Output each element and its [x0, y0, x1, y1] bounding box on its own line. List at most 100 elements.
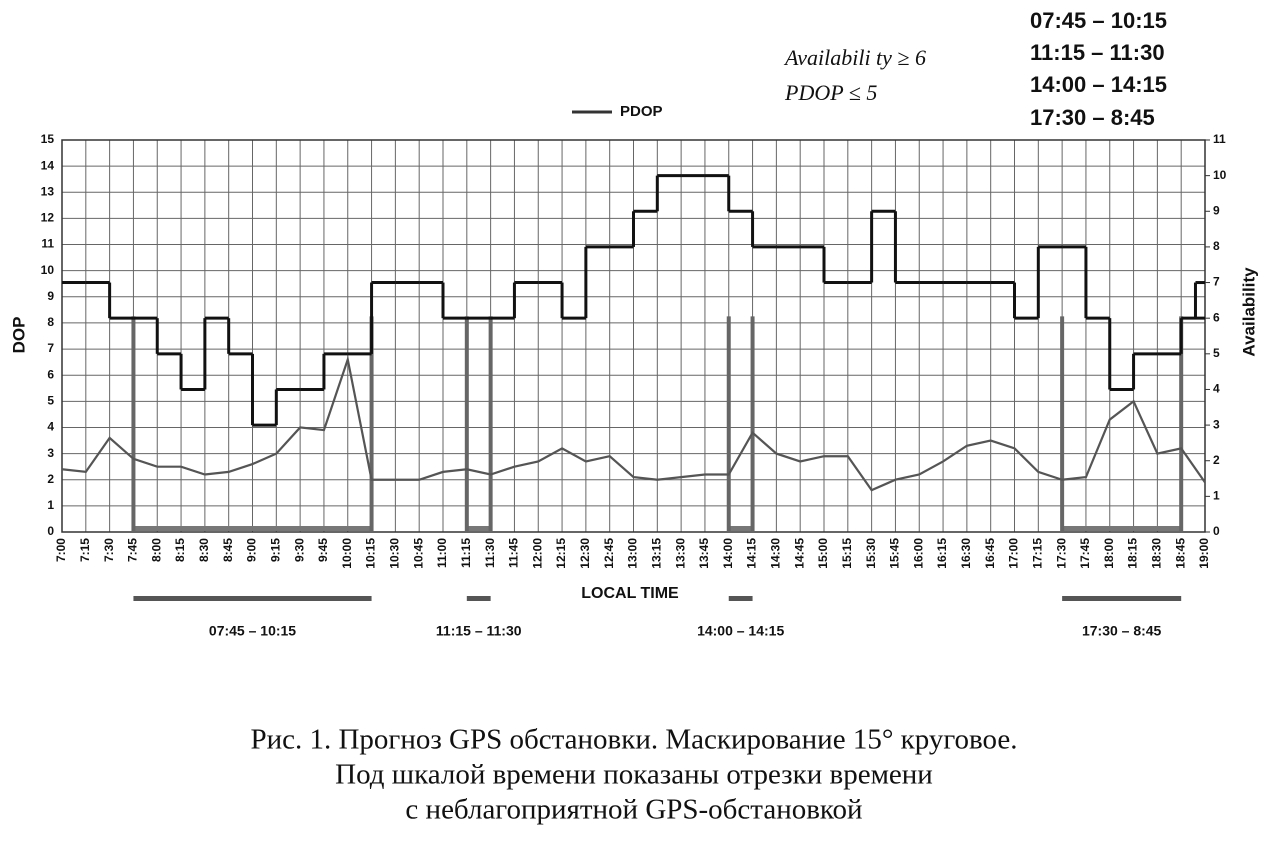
range-marker: [1062, 596, 1182, 601]
range-bar: [466, 526, 491, 531]
y2-tick-label: 9: [1213, 203, 1220, 217]
x-tick-label: 10:00: [340, 538, 354, 569]
x-tick-label: 7:15: [78, 538, 92, 562]
x-tick-label: 12:15: [554, 538, 568, 569]
y2-tick-label: 2: [1213, 453, 1220, 467]
x-tick-label: 13:00: [626, 538, 640, 569]
x-tick-label: 17:45: [1078, 538, 1092, 569]
x-tick-label: 14:15: [745, 538, 759, 569]
x-tick-label: 19:00: [1197, 538, 1211, 569]
y2-tick-label: 1: [1213, 489, 1220, 503]
x-tick-label: 12:00: [530, 538, 544, 569]
x-tick-label: 9:45: [316, 538, 330, 562]
x-tick-label: 7:45: [126, 538, 140, 562]
pdop-line: [61, 355, 1206, 492]
range-list-item: 11:15 – 11:30: [1030, 40, 1165, 65]
x-tick-label: 8:00: [149, 538, 163, 562]
x-tick-label: 10:30: [388, 538, 402, 569]
x-tick-label: 16:30: [959, 538, 973, 569]
x-tick-label: 9:15: [268, 538, 282, 562]
x-tick-label: 16:15: [935, 538, 949, 569]
x-tick-label: 13:15: [649, 538, 663, 569]
y-tick-label: 11: [41, 237, 54, 251]
y-tick-label: 9: [47, 289, 54, 303]
y-tick-label: 5: [47, 394, 54, 408]
x-tick-label: 9:30: [292, 538, 306, 562]
y-tick-label: 2: [47, 472, 54, 486]
range-label: 17:30 – 8:45: [1082, 623, 1162, 639]
y2-tick-label: 8: [1213, 239, 1220, 253]
y-tick-label: 15: [41, 132, 55, 146]
y2-tick-label: 0: [1213, 524, 1220, 538]
y-tick-label: 0: [47, 524, 54, 538]
x-tick-label: 9:00: [245, 538, 259, 562]
x-tick-label: 13:30: [673, 538, 687, 569]
x-tick-label: 10:45: [411, 538, 425, 569]
caption-line: Рис. 1. Прогноз GPS обстановки. Маскиров…: [250, 724, 1017, 756]
annotation: Availabili ty ≥ 6: [783, 45, 926, 70]
y-tick-label: 13: [41, 184, 55, 198]
y-tick-label: 1: [47, 498, 54, 512]
x-tick-label: 14:00: [721, 538, 735, 569]
y2-tick-label: 5: [1213, 346, 1220, 360]
x-tick-label: 15:45: [888, 538, 902, 569]
x-tick-label: 15:00: [816, 538, 830, 569]
y-axis-label: DOP: [9, 317, 28, 354]
caption-line: Под шкалой времени показаны отрезки врем…: [335, 759, 933, 791]
y-tick-label: 8: [47, 315, 54, 329]
x-tick-label: 11:00: [435, 538, 449, 568]
x-tick-label: 17:15: [1030, 538, 1044, 569]
y2-tick-label: 11: [1213, 132, 1226, 146]
range-list-item: 17:30 – 8:45: [1030, 105, 1155, 130]
range-bar: [1062, 526, 1182, 531]
x-tick-label: 11:15: [459, 538, 473, 568]
range-bar: [728, 526, 753, 531]
y2-tick-label: 6: [1213, 310, 1220, 324]
y2-axis-label: Availability: [1239, 267, 1258, 357]
x-tick-label: 18:15: [1126, 538, 1140, 569]
plot-frame: [61, 139, 1206, 533]
range-marker: [466, 596, 491, 601]
x-tick-label: 18:30: [1150, 538, 1164, 569]
y-tick-label: 4: [47, 420, 54, 434]
y2-tick-label: 7: [1213, 275, 1220, 289]
range-label: 11:15 – 11:30: [436, 623, 522, 639]
x-tick-label: 16:00: [911, 538, 925, 569]
x-tick-label: 11:45: [507, 538, 521, 568]
range-list-item: 07:45 – 10:15: [1030, 8, 1167, 33]
x-tick-label: 13:45: [697, 538, 711, 569]
legend-label: PDOP: [620, 103, 663, 120]
y-tick-label: 14: [41, 158, 55, 172]
y2-tick-label: 10: [1213, 168, 1227, 182]
range-bar: [133, 526, 372, 531]
x-tick-label: 8:30: [197, 538, 211, 562]
y-tick-label: 10: [41, 263, 55, 277]
x-tick-label: 18:00: [1102, 538, 1116, 569]
x-tick-label: 14:30: [769, 538, 783, 569]
x-tick-label: 15:30: [864, 538, 878, 569]
x-tick-label: 14:45: [792, 538, 806, 569]
x-tick-label: 16:45: [983, 538, 997, 569]
x-tick-label: 17:30: [1054, 538, 1068, 569]
x-tick-label: 7:00: [54, 538, 68, 562]
y2-tick-label: 3: [1213, 417, 1220, 431]
x-tick-label: 10:15: [364, 538, 378, 569]
y-tick-label: 6: [47, 367, 54, 381]
caption-line: с неблагоприятной GPS-обстановкой: [405, 794, 862, 826]
range-label: 14:00 – 14:15: [697, 623, 784, 639]
x-tick-label: 15:15: [840, 538, 854, 569]
y-tick-label: 3: [47, 446, 54, 460]
range-label: 07:45 – 10:15: [209, 623, 296, 639]
x-axis-label: LOCAL TIME: [581, 585, 679, 602]
y2-tick-label: 4: [1213, 382, 1220, 396]
x-tick-label: 7:30: [102, 538, 116, 562]
range-list-item: 14:00 – 14:15: [1030, 72, 1167, 97]
annotation: PDOP ≤ 5: [784, 80, 877, 105]
x-tick-label: 8:15: [173, 538, 187, 562]
x-tick-label: 12:30: [578, 538, 592, 569]
range-marker: [133, 596, 372, 601]
range-marker: [728, 596, 753, 601]
x-tick-label: 18:45: [1173, 538, 1187, 569]
